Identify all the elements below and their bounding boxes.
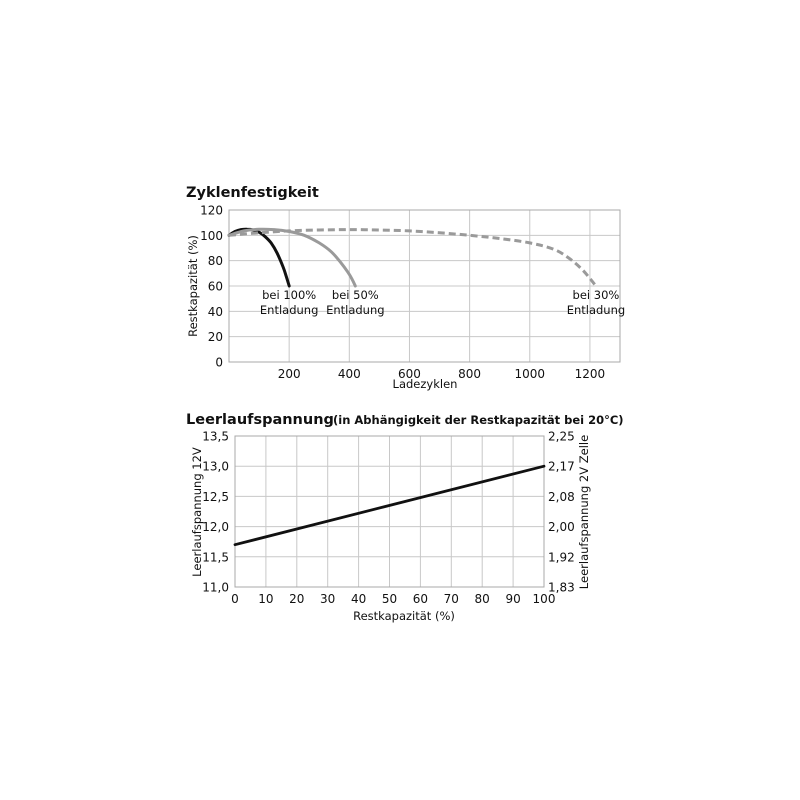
chart1-y-tick-label: 100 — [200, 229, 223, 243]
chart1-grid — [229, 209, 620, 363]
chart2-y-tick-labels: 11,0 11,5 12,0 12,5 13,0 13,5 — [202, 430, 229, 595]
chart1-x-tick-labels: 200 400 600 800 1000 1200 — [278, 367, 605, 381]
chart1-annotation: bei 50% Entladung — [326, 288, 384, 317]
chart1-y-tick-labels: 0 20 40 60 80 100 120 — [200, 204, 223, 370]
chart1-x-tick-label: 1200 — [575, 367, 606, 381]
chart2-x-tick-label: 10 — [258, 592, 273, 606]
chart1-y-tick-label: 0 — [215, 356, 223, 370]
chart1-series-line-1 — [227, 227, 291, 288]
chart2-y2-tick-label: 1,92 — [548, 550, 575, 564]
chart2-grid — [234, 435, 545, 588]
chart2-x-tick-label: 30 — [320, 592, 335, 606]
chart2-y2-tick-labels: 1,83 1,92 2,00 2,08 2,17 2,25 — [548, 430, 575, 595]
chart1-title: Zyklenfestigkeit — [186, 185, 319, 201]
chart1-y-tick-label: 60 — [208, 280, 223, 294]
chart1-annotation-line: Entladung — [260, 303, 318, 317]
chart1-x-tick-label: 800 — [458, 367, 481, 381]
chart1-y-tick-label: 80 — [208, 254, 223, 268]
chart2-y-axis-label: Leerlaufspannung 12V — [190, 447, 204, 577]
chart2-title: Leerlaufspannung — [186, 412, 334, 428]
chart2-y-tick-label: 11,0 — [202, 581, 229, 595]
chart1-y-axis-label: Restkapazität (%) — [186, 235, 200, 337]
chart1-annotation-line: Entladung — [567, 303, 625, 317]
chart2-x-tick-label: 0 — [231, 592, 239, 606]
chart2-x-tick-label: 90 — [505, 592, 520, 606]
chart2-y-tick-label: 13,0 — [202, 460, 229, 474]
chart2-y-tick-label: 12,0 — [202, 520, 229, 534]
chart1-y-tick-label: 20 — [208, 330, 223, 344]
chart2-series-line-1 — [233, 464, 546, 547]
chart1-y-tick-label: 40 — [208, 305, 223, 319]
chart1-annotation-line: bei 30% — [573, 288, 620, 302]
chart1-x-tick-label: 1000 — [514, 367, 545, 381]
chart2-x-tick-label: 80 — [475, 592, 490, 606]
chart1-annotation-line: bei 100% — [262, 288, 316, 302]
chart1-x-tick-label: 600 — [398, 367, 421, 381]
chart1-annotation-line: bei 50% — [332, 288, 379, 302]
chart2-x-tick-label: 50 — [382, 592, 397, 606]
chart2-x-tick-label: 20 — [289, 592, 304, 606]
chart2-x-axis-label: Restkapazität (%) — [353, 609, 455, 623]
chart2-y2-tick-label: 2,25 — [548, 430, 575, 444]
chart1-x-tick-label: 200 — [278, 367, 301, 381]
chart2-x-tick-label: 70 — [444, 592, 459, 606]
chart2-y-tick-label: 13,5 — [202, 430, 229, 444]
chart1-annotation: bei 100% Entladung — [260, 288, 318, 317]
chart1-annotation: bei 30% Entladung — [567, 288, 625, 317]
chart1-x-axis-label: Ladezyklen — [393, 377, 458, 391]
chart1-y-tick-label: 120 — [200, 204, 223, 218]
chart2-x-tick-label: 60 — [413, 592, 428, 606]
chart2-y2-tick-label: 2,00 — [548, 520, 575, 534]
chart1-series-line-3 — [228, 228, 598, 287]
chart1-annotation-line: Entladung — [326, 303, 384, 317]
chart2-series — [233, 464, 546, 547]
chart2-y2-tick-label: 2,08 — [548, 490, 575, 504]
chart1-series — [227, 227, 598, 288]
chart2-y2-axis-label: Leerlaufspannung 2V Zelle — [577, 435, 591, 589]
chart-leerlaufspannung: Leerlaufspannung (in Abhängigkeit der Re… — [186, 412, 624, 623]
chart2-x-tick-labels: 0 10 20 30 40 50 60 70 80 90 100 — [231, 592, 555, 606]
chart-zyklenfestigkeit: Zyklenfestigkeit 0 20 40 60 80 100 120 200 400 6… — [186, 185, 625, 391]
chart2-x-tick-label: 40 — [351, 592, 366, 606]
chart2-frame — [234, 435, 545, 588]
chart1-frame — [228, 209, 621, 363]
chart2-y-tick-label: 12,5 — [202, 490, 229, 504]
chart2-y2-tick-label: 1,83 — [548, 581, 575, 595]
chart2-subtitle: (in Abhängigkeit der Restkapazität bei 2… — [333, 413, 624, 427]
chart1-series-line-2 — [227, 227, 357, 288]
chart2-y2-tick-label: 2,17 — [548, 460, 575, 474]
chart2-y-tick-label: 11,5 — [202, 550, 229, 564]
chart1-x-tick-label: 400 — [338, 367, 361, 381]
chart2-x-tick-label: 100 — [533, 592, 556, 606]
